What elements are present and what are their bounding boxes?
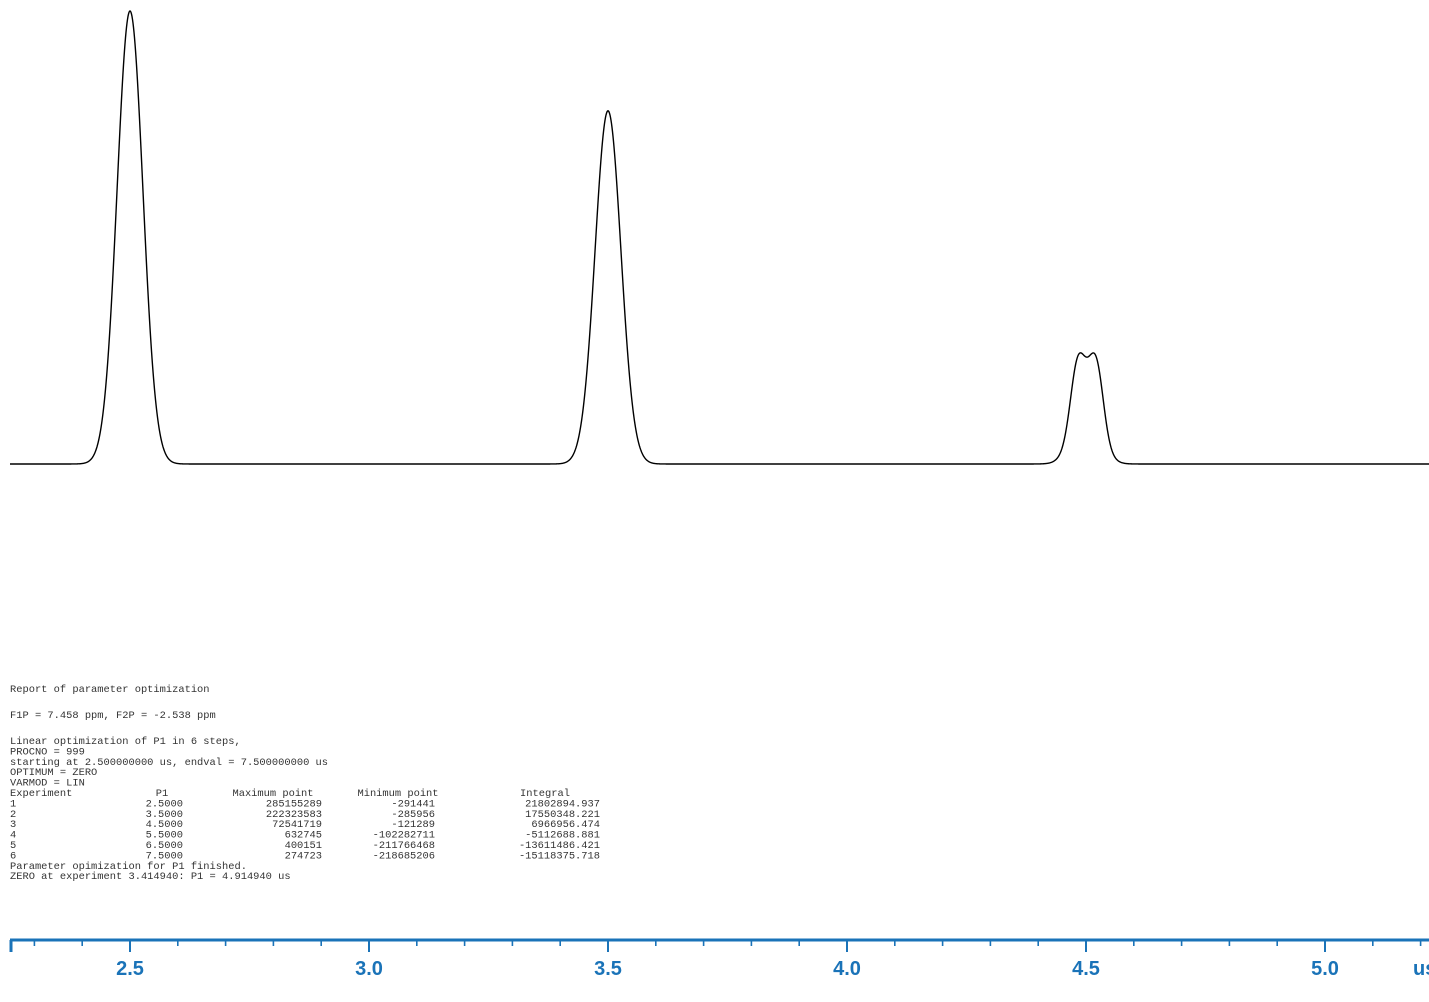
x-tick-label: 4.0 [833, 958, 861, 980]
table-header-cell: Integral [520, 788, 570, 800]
table-cell: -5112688.881 [525, 830, 600, 842]
table-cell: 1 [10, 798, 16, 810]
x-tick-label: 3.0 [355, 958, 383, 980]
table-cell: -15118375.718 [519, 850, 600, 862]
x-tick-label: 3.5 [594, 958, 622, 980]
x-tick-label: 5.0 [1311, 958, 1339, 980]
table-cell: 4 [10, 830, 16, 842]
table-cell: 5 [10, 840, 16, 852]
x-axis: 2.53.03.54.04.55.05.56.06.57.07.5us [9, 938, 1429, 980]
report-line: VARMOD = LIN [10, 778, 85, 790]
table-cell: 7.5000 [146, 850, 183, 862]
spectrum-line [10, 10, 1429, 465]
report-footer-line: Parameter opimization for P1 finished. [10, 861, 247, 873]
x-axis-unit-label: us [1413, 958, 1429, 980]
table-header-cell: Maximum point [232, 788, 313, 800]
table-cell: 285155289 [266, 798, 322, 810]
table-cell: 632745 [285, 830, 322, 842]
table-cell: 3 [10, 819, 16, 831]
table-header-cell: Minimum point [357, 788, 438, 800]
table-cell: 400151 [285, 840, 322, 852]
table-cell: 6 [10, 850, 16, 862]
report-footer-line: ZERO at experiment 3.414940: P1 = 4.9149… [10, 871, 291, 883]
table-cell: 5.5000 [146, 830, 183, 842]
table-cell: -121289 [391, 819, 435, 831]
x-tick-label: 4.5 [1072, 958, 1100, 980]
table-header-cell: Experiment [10, 788, 72, 800]
report-line: Report of parameter optimization [10, 684, 210, 696]
spectrum-trace-layer [10, 10, 1429, 465]
table-header-cell: P1 [156, 788, 168, 800]
report-line: Linear optimization of P1 in 6 steps, [10, 736, 241, 748]
table-cell: 274723 [285, 850, 322, 862]
report-line: OPTIMUM = ZERO [10, 767, 97, 779]
report-line: PROCNO = 999 [10, 746, 85, 758]
optimization-report: Report of parameter optimization F1P = 7.… [10, 684, 600, 883]
table-cell: 21802894.937 [525, 798, 600, 810]
table-cell: 6966956.474 [531, 819, 600, 831]
table-cell: -291441 [391, 798, 435, 810]
table-cell: 2 [10, 809, 16, 821]
table-cell: 72541719 [272, 819, 322, 831]
x-tick-label: 2.5 [116, 958, 144, 980]
table-cell: -285956 [391, 809, 435, 821]
table-cell: 6.5000 [146, 840, 183, 852]
table-cell: -102282711 [373, 830, 435, 842]
table-cell: -218685206 [373, 850, 435, 862]
table-cell: 17550348.221 [525, 809, 600, 821]
table-cell: -13611486.421 [519, 840, 600, 852]
table-cell: 3.5000 [146, 809, 183, 821]
report-line: starting at 2.500000000 us, endval = 7.5… [10, 757, 328, 769]
table-cell: 222323583 [266, 809, 322, 821]
report-line: F1P = 7.458 ppm, F2P = -2.538 ppm [10, 710, 216, 722]
table-cell: -211766468 [373, 840, 435, 852]
table-cell: 2.5000 [146, 798, 183, 810]
table-cell: 4.5000 [146, 819, 183, 831]
